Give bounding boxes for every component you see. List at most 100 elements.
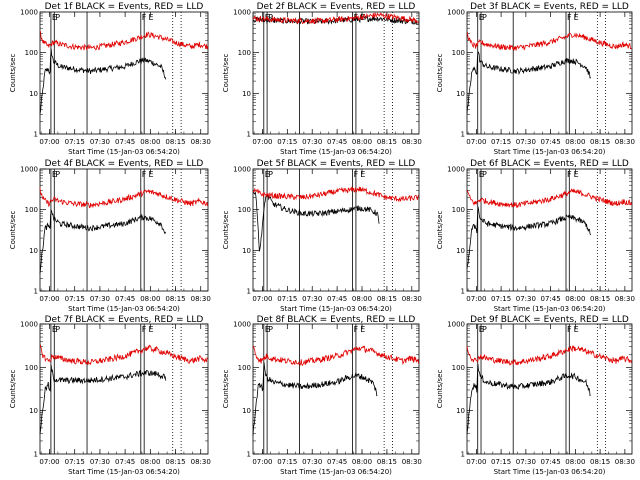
panel-det-7f: Det 7f BLACK = Events, RED = LLD 1 10 100 10… — [9, 315, 211, 476]
x-tick-label: 08:30 — [191, 458, 211, 466]
y-tick-label: 1 — [34, 451, 38, 459]
marker-label-f: F — [354, 170, 359, 179]
marker-label-e: E — [360, 325, 365, 334]
panel-title: Det 4f BLACK = Events, RED = LLD — [45, 159, 204, 169]
y-axis-label: Counts/sec — [436, 211, 444, 250]
series-line-lld — [466, 188, 632, 209]
y-axis-label: Counts/sec — [9, 54, 17, 93]
y-tick-label: 100 — [452, 364, 465, 372]
x-tick-label: 08:15 — [165, 458, 185, 466]
series-line-lld — [252, 186, 419, 203]
y-axis-label: Counts/sec — [222, 370, 230, 409]
x-tick-label: 07:15 — [491, 138, 511, 146]
y-tick-label: 100 — [238, 364, 251, 372]
x-axis-label: Start Time (15-Jan-03 06:54:20) — [68, 148, 180, 156]
marker-label-e: E — [574, 170, 579, 179]
marker-label-e: E — [52, 325, 57, 334]
y-tick-label: 10 — [242, 247, 251, 255]
x-tick-label: 08:30 — [615, 138, 635, 146]
marker-label-e: E — [149, 325, 154, 334]
marker-label-f: F — [354, 325, 359, 334]
y-axis-label: Counts/sec — [436, 370, 444, 409]
x-axis-label: Start Time (15-Jan-03 06:54:20) — [494, 468, 606, 476]
x-axis-label: Start Time (15-Jan-03 06:54:20) — [494, 305, 606, 313]
plot-frame — [466, 323, 633, 455]
marker-label-e: E — [479, 13, 484, 22]
marker-label-f: F — [142, 325, 147, 334]
x-tick-label: 08:15 — [165, 295, 185, 303]
x-tick-label: 07:15 — [65, 295, 85, 303]
y-tick-label: 1 — [461, 451, 465, 459]
y-tick-label: 100 — [25, 49, 38, 57]
x-tick-label: 07:15 — [491, 295, 511, 303]
panel-title: Det 7f BLACK = Events, RED = LLD — [45, 315, 204, 325]
y-tick-label: 100 — [238, 49, 251, 57]
y-tick-label: 1 — [461, 288, 465, 296]
y-tick-label: 10 — [242, 90, 251, 98]
x-tick-label: 08:30 — [402, 458, 422, 466]
x-axis-label: Start Time (15-Jan-03 06:54:20) — [68, 305, 180, 313]
x-axis-label: Start Time (15-Jan-03 06:54:20) — [280, 148, 392, 156]
x-tick-label: 07:00 — [466, 138, 486, 146]
marker-label-p: P — [482, 13, 487, 22]
x-tick-label: 07:15 — [277, 295, 297, 303]
x-tick-label: 07:15 — [65, 138, 85, 146]
x-tick-label: 07:15 — [277, 458, 297, 466]
y-tick-label: 10 — [242, 407, 251, 415]
x-tick-label: 08:00 — [565, 138, 585, 146]
series-line-events — [252, 190, 380, 252]
y-tick-label: 1000 — [233, 9, 251, 17]
series-line-lld — [252, 345, 419, 367]
y-tick-label: 1 — [247, 131, 251, 139]
marker-label-e: E — [265, 325, 270, 334]
x-tick-label: 07:15 — [65, 458, 85, 466]
y-tick-label: 100 — [452, 206, 465, 214]
panel-title: Det 5f BLACK = Events, RED = LLD — [257, 159, 416, 169]
x-tick-label: 07:30 — [302, 458, 322, 466]
x-tick-label: 07:30 — [90, 458, 110, 466]
x-tick-label: 07:00 — [39, 138, 59, 146]
x-tick-label: 08:00 — [352, 295, 372, 303]
x-tick-label: 07:45 — [541, 295, 561, 303]
series-line-lld — [39, 187, 208, 209]
x-tick-label: 08:00 — [352, 458, 372, 466]
x-tick-label: 08:00 — [140, 295, 160, 303]
marker-label-e: E — [574, 325, 579, 334]
marker-label-e: E — [149, 13, 154, 22]
panel-title: Det 2f BLACK = Events, RED = LLD — [257, 2, 416, 12]
x-tick-label: 07:30 — [516, 295, 536, 303]
x-axis-label: Start Time (15-Jan-03 06:54:20) — [280, 468, 392, 476]
y-tick-label: 10 — [456, 407, 465, 415]
plot-frame — [466, 11, 633, 135]
y-tick-label: 1000 — [447, 321, 465, 329]
x-tick-label: 07:15 — [491, 458, 511, 466]
x-tick-label: 07:45 — [115, 458, 135, 466]
plot-frame — [39, 11, 209, 135]
panel-det-6f: Det 6f BLACK = Events, RED = LLD 1 10 100 10… — [436, 159, 635, 313]
series-line-lld — [466, 345, 632, 366]
marker-label-e: E — [149, 170, 154, 179]
y-tick-label: 1000 — [20, 9, 38, 17]
x-tick-label: 08:00 — [565, 295, 585, 303]
y-tick-label: 1000 — [20, 321, 38, 329]
y-axis-label: Counts/sec — [436, 54, 444, 93]
panel-det-1f: Det 1f BLACK = Events, RED = LLD 1 10 100 10… — [9, 2, 211, 156]
x-tick-label: 08:30 — [191, 138, 211, 146]
series-line-events — [39, 48, 167, 114]
marker-label-e: E — [360, 170, 365, 179]
x-tick-label: 08:30 — [191, 295, 211, 303]
x-tick-label: 07:45 — [327, 295, 347, 303]
marker-label-e: E — [479, 170, 484, 179]
x-tick-label: 07:30 — [302, 138, 322, 146]
y-axis-label: Counts/sec — [222, 211, 230, 250]
y-tick-label: 1000 — [233, 321, 251, 329]
y-tick-label: 100 — [452, 49, 465, 57]
plot-frame — [252, 323, 420, 455]
x-tick-label: 08:15 — [590, 295, 610, 303]
series-line-lld — [466, 31, 632, 51]
y-axis-label: Counts/sec — [222, 54, 230, 93]
y-tick-label: 100 — [238, 206, 251, 214]
x-tick-label: 07:00 — [252, 458, 272, 466]
x-tick-label: 07:30 — [302, 295, 322, 303]
y-tick-label: 1 — [34, 288, 38, 296]
